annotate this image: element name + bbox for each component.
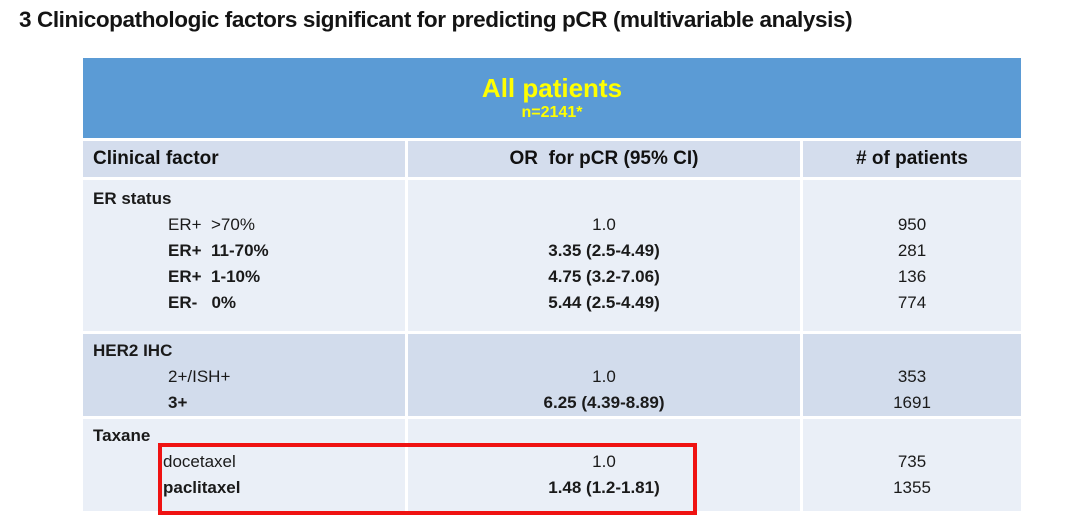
taxane-or-values: 1.0 1.48 (1.2-1.81) (408, 419, 800, 511)
slide-title: 3 Clinicopathologic factors significant … (19, 7, 853, 32)
or-value: 6.25 (4.39-8.89) (543, 393, 665, 412)
section-taxane: Taxane docetaxel paclitaxel 1.0 1.48 (1.… (83, 419, 1021, 511)
row-label: paclitaxel (163, 478, 241, 497)
row-label: 3+ (168, 393, 188, 412)
or-value: 5.44 (2.5-4.49) (548, 293, 660, 312)
table-header-row: Clinical factor OR for pCR (95% CI) # of… (83, 141, 1021, 177)
her2-labels: HER2 IHC 2+/ISH+ 3+ (83, 334, 405, 416)
taxane-patient-counts: 735 1355 (803, 419, 1021, 511)
table-banner: All patients n=2141* (83, 58, 1021, 138)
er-status-or-values: 1.0 3.35 (2.5-4.49) 4.75 (3.2-7.06) 5.44… (408, 180, 800, 331)
banner-title: All patients (481, 73, 623, 103)
row-label: ER- 0% (168, 293, 237, 312)
row-label: ER+ 11-70% (168, 241, 269, 260)
or-value: 1.0 (592, 367, 616, 386)
section-label: Taxane (93, 426, 151, 445)
er-status-patient-counts: 950 281 136 774 (803, 180, 1021, 331)
results-table: All patients n=2141* Clinical factor OR … (83, 58, 1021, 515)
section-label: HER2 IHC (93, 341, 173, 360)
patient-count: 1691 (893, 393, 931, 412)
or-value: 1.0 (592, 215, 616, 234)
patient-count: 950 (897, 215, 927, 234)
taxane-labels: Taxane docetaxel paclitaxel (83, 419, 405, 511)
or-value: 1.48 (1.2-1.81) (548, 478, 660, 497)
row-label: ER+ >70% (168, 215, 255, 234)
patient-count: 774 (897, 293, 927, 312)
patient-count: 136 (897, 267, 927, 286)
row-label: docetaxel (163, 452, 236, 471)
her2-or-values: 1.0 6.25 (4.39-8.89) (408, 334, 800, 416)
patient-count: 353 (897, 367, 927, 386)
patient-count: 1355 (893, 478, 931, 497)
header-clinical-factor: Clinical factor (83, 141, 405, 177)
er-status-labels: ER status ER+ >70% ER+ 11-70% ER+ 1-10% … (83, 180, 405, 331)
header-num-patients: # of patients (803, 141, 1021, 177)
row-label: ER+ 1-10% (168, 267, 261, 286)
section-er-status: ER status ER+ >70% ER+ 11-70% ER+ 1-10% … (83, 180, 1021, 331)
row-label: 2+/ISH+ (168, 367, 231, 386)
header-or-pcr: OR for pCR (95% CI) (408, 141, 800, 177)
section-her2-ihc: HER2 IHC 2+/ISH+ 3+ 1.0 6.25 (4.39-8.89)… (83, 334, 1021, 416)
patient-count: 281 (897, 241, 927, 260)
her2-patient-counts: 353 1691 (803, 334, 1021, 416)
or-value: 4.75 (3.2-7.06) (548, 267, 660, 286)
or-value: 3.35 (2.5-4.49) (548, 241, 660, 260)
section-label: ER status (93, 189, 172, 208)
patient-count: 735 (897, 452, 927, 471)
banner-subtitle: n=2141* (521, 104, 583, 121)
or-value: 1.0 (592, 452, 616, 471)
